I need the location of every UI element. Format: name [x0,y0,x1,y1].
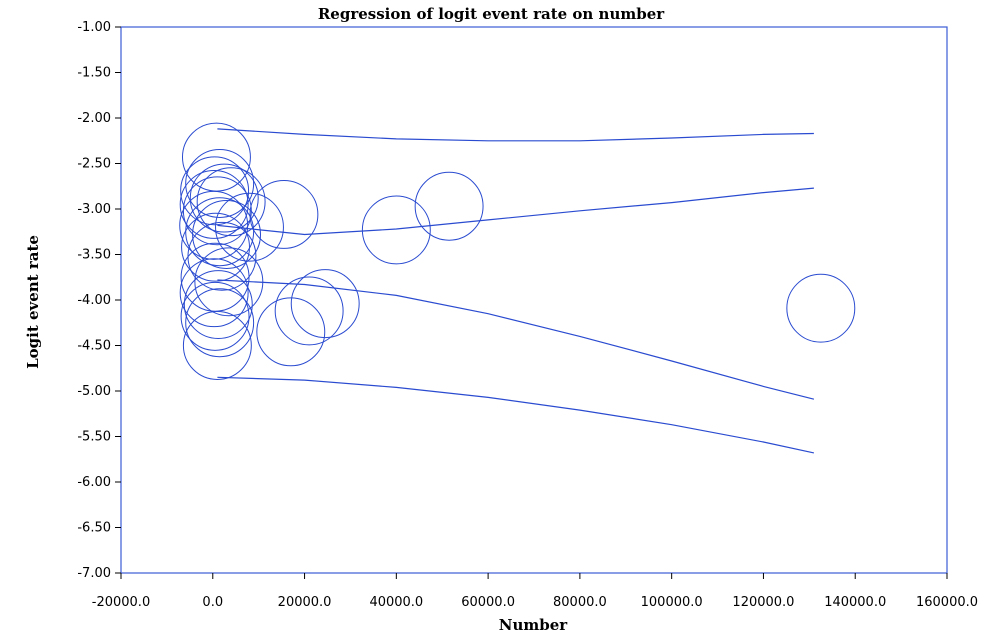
regression-line-2 [217,187,814,236]
data-point [185,149,255,218]
data-point [215,192,284,262]
y-tick-label: -3.50 [77,248,111,263]
data-point [414,171,484,241]
y-tick-label: -2.00 [77,111,111,126]
chart-title: Regression of logit event rate on number [318,5,665,23]
data-point [290,269,360,339]
y-tick-label: -3.00 [77,202,111,217]
data-point [179,169,249,239]
data-point [249,180,319,249]
y-tick-label: -5.00 [77,384,111,399]
data-point [179,190,249,260]
x-tick-label: 40000.0 [369,595,423,610]
y-tick-label: -7.00 [77,566,111,581]
y-tick-label: -4.50 [77,339,111,354]
regression-lines [217,128,815,454]
regression-line-3 [217,279,815,400]
data-point [181,212,250,282]
data-point [256,297,326,367]
data-point [196,167,266,237]
y-tick-label: -1.00 [77,20,111,35]
data-point [183,270,253,340]
x-tick-label: 80000.0 [553,595,607,610]
x-tick-label: 120000.0 [732,595,794,610]
data-point [185,288,255,358]
y-axis: -1.00 -1.50 -2.00 -2.50 -3.00 -3.50 -4.00 -4.50… [77,20,121,581]
data-point [179,258,249,328]
data-point [786,273,856,343]
data-point [192,200,262,269]
y-tick-label: -4.00 [77,293,111,308]
y-axis-label: Logit event rate [24,235,42,369]
x-tick-label: 100000.0 [641,595,703,610]
regression-line-1 [217,128,814,142]
x-tick-label: 0.0 [202,595,223,610]
data-point [189,163,259,233]
bubbles [179,122,856,380]
x-tick-label: 160000.0 [916,595,978,610]
x-tick-label: 20000.0 [278,595,332,610]
y-tick-label: -1.50 [77,66,111,81]
y-tick-label: -6.50 [77,521,111,536]
x-tick-label: 140000.0 [824,595,886,610]
data-point [361,195,431,265]
x-tick-label: 60000.0 [461,595,515,610]
data-point [180,281,250,351]
x-tick-label: -20000.0 [92,595,150,610]
x-axis-label: Number [499,616,569,634]
regression-line-4 [217,376,815,454]
x-axis: -20000.0 0.0 20000.0 40000.0 60000.0 80000.0 1… [92,573,978,610]
data-point [274,276,344,346]
data-point [182,311,252,380]
y-tick-label: -5.50 [77,430,111,445]
y-tick-label: -6.00 [77,475,111,490]
data-point [194,247,264,317]
data-point [180,156,250,226]
y-tick-label: -2.50 [77,157,111,172]
